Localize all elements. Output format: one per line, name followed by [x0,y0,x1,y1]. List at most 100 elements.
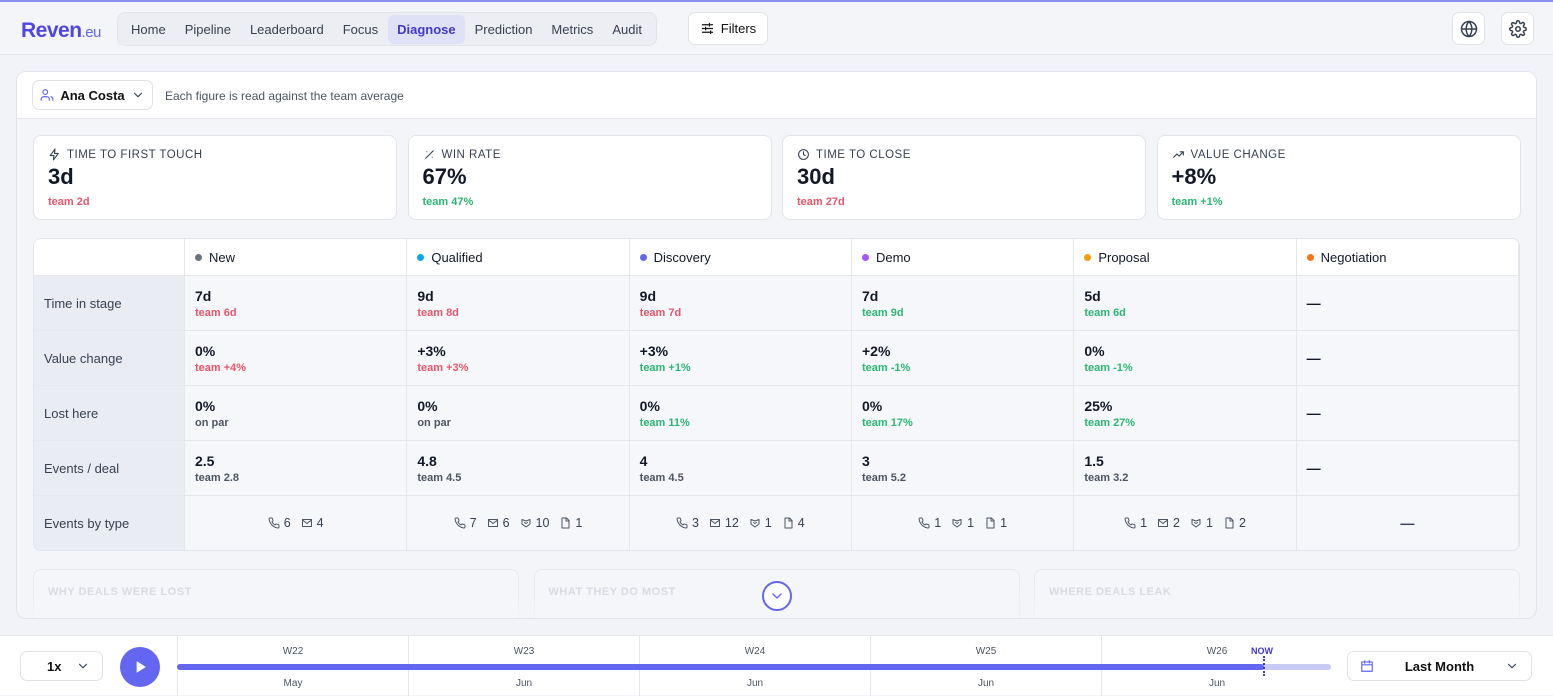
event-count: 10 [520,516,550,530]
icon [78,663,88,669]
week-label: W26 [1206,646,1228,657]
nav-item[interactable]: Diagnose [388,14,465,44]
expand-button[interactable] [762,581,792,611]
stage-header: New [185,239,408,276]
stage-header: Proposal [1074,239,1297,276]
kpi-team: team 47% [422,196,474,208]
metric-value: 7d [861,287,879,304]
event-number: 2 [1173,516,1180,530]
event-count: 1 [749,516,772,530]
metric-cell: 5d team 6d [1074,276,1297,331]
range-select[interactable]: Last Month [1347,651,1532,681]
metric-team: team +3% [417,361,469,374]
metric-team: team 11% [639,416,690,429]
week-label: W24 [744,646,766,657]
icon-path [424,150,434,159]
icon-path [561,517,570,529]
stage-header: Qualified [407,239,630,276]
toolbar: Ana Costa Each figure is read against the… [17,72,1536,119]
stage-name: Discovery [653,249,711,265]
metric-cell: 0% on par [407,386,630,441]
stage-name: Negotiation [1320,249,1387,265]
now-label: NOW [1251,646,1273,656]
person-name: Ana Costa [60,87,125,103]
nav-item[interactable]: Pipeline [184,21,231,37]
nav-item[interactable]: Focus [342,21,379,37]
icon [1361,660,1373,672]
speed-select[interactable]: 1x [20,651,103,681]
metric-team: team -1% [861,361,911,374]
header-corner [34,239,185,276]
row-label-cell: Lost here [34,386,185,441]
nav-item[interactable]: Audit [612,21,642,37]
filters-label: Filters [720,21,757,36]
row-label: Lost here [44,405,99,421]
row-label-cell: Events by type [34,496,185,550]
events-cell: 1 2 1 2 [1074,496,1297,550]
nav-item[interactable]: Leaderboard [249,21,324,37]
event-number: 4 [316,516,324,530]
metric-cell: 2.5 team 2.8 [185,441,408,496]
week-month: Jun [746,678,764,689]
metric-value: 5d [1084,287,1101,304]
icon-path [78,663,88,669]
icon [918,517,930,529]
icon-path [709,519,720,527]
event-number: 7 [469,516,477,530]
play-path [136,661,146,673]
kpi-team: team 27d [797,196,845,208]
metric-team: team 6d [195,306,237,319]
icon-button[interactable] [1501,12,1534,45]
metric-team: team 2.8 [195,471,240,484]
event-number: 10 [535,516,550,530]
filters-button[interactable]: Filters [688,12,768,45]
event-count: 1 [559,516,582,530]
event-number: 6 [283,516,291,530]
metric-team: team +1% [639,361,691,374]
icon-path [1507,663,1517,669]
event-count: 4 [301,516,324,530]
metric-cell: — [1296,331,1519,386]
metric-value: — [1306,405,1321,421]
metric-cell: 9d team 8d [407,276,630,331]
week-label: W25 [975,646,997,657]
metric-value: 7d [195,287,212,304]
nav-bar: Home Pipeline Leaderboard Focus Diagnose Pred… [117,12,657,46]
metric-team: on par [195,416,229,429]
event-number: 1 [967,516,975,530]
event-count: 2 [1157,516,1180,530]
event-number: 6 [502,516,510,530]
stage-dot [1306,253,1314,261]
stage-header: Discovery [629,239,852,276]
icon [133,92,142,98]
track-progress [177,664,1264,670]
metric-value: 0% [417,397,438,414]
icon-button[interactable] [1452,12,1485,45]
icon [1507,663,1517,669]
week-month: Jun [1208,678,1226,689]
speed-label: 1x [47,658,62,674]
stage-name: Qualified [431,249,483,265]
icon-path [784,517,793,529]
nav-item[interactable]: Metrics [551,21,594,37]
nav-item[interactable]: Home [131,21,166,37]
icon [301,519,312,527]
person-select[interactable]: Ana Costa [32,80,153,110]
nav-item[interactable]: Prediction [474,21,533,37]
now-marker [1263,656,1265,676]
icon-path [676,517,688,529]
stage-header: Negotiation [1296,239,1519,276]
kpi-card: VALUE CHANGE +8% team +1% [1156,135,1521,220]
metric-value: +3% [639,342,669,359]
play-button[interactable] [120,647,160,687]
metric-value: 0% [195,342,216,359]
icon-path [1124,517,1136,529]
row-label-cell: Time in stage [34,276,185,331]
icon [750,519,760,528]
event-count: 3 [676,516,699,530]
kpi-value: 67% [422,164,467,189]
kpi-label-row: TIME TO CLOSE [797,148,1131,161]
event-count: 1 [984,516,1007,530]
metric-cell: +3% team +3% [407,331,630,386]
icon [986,517,995,529]
